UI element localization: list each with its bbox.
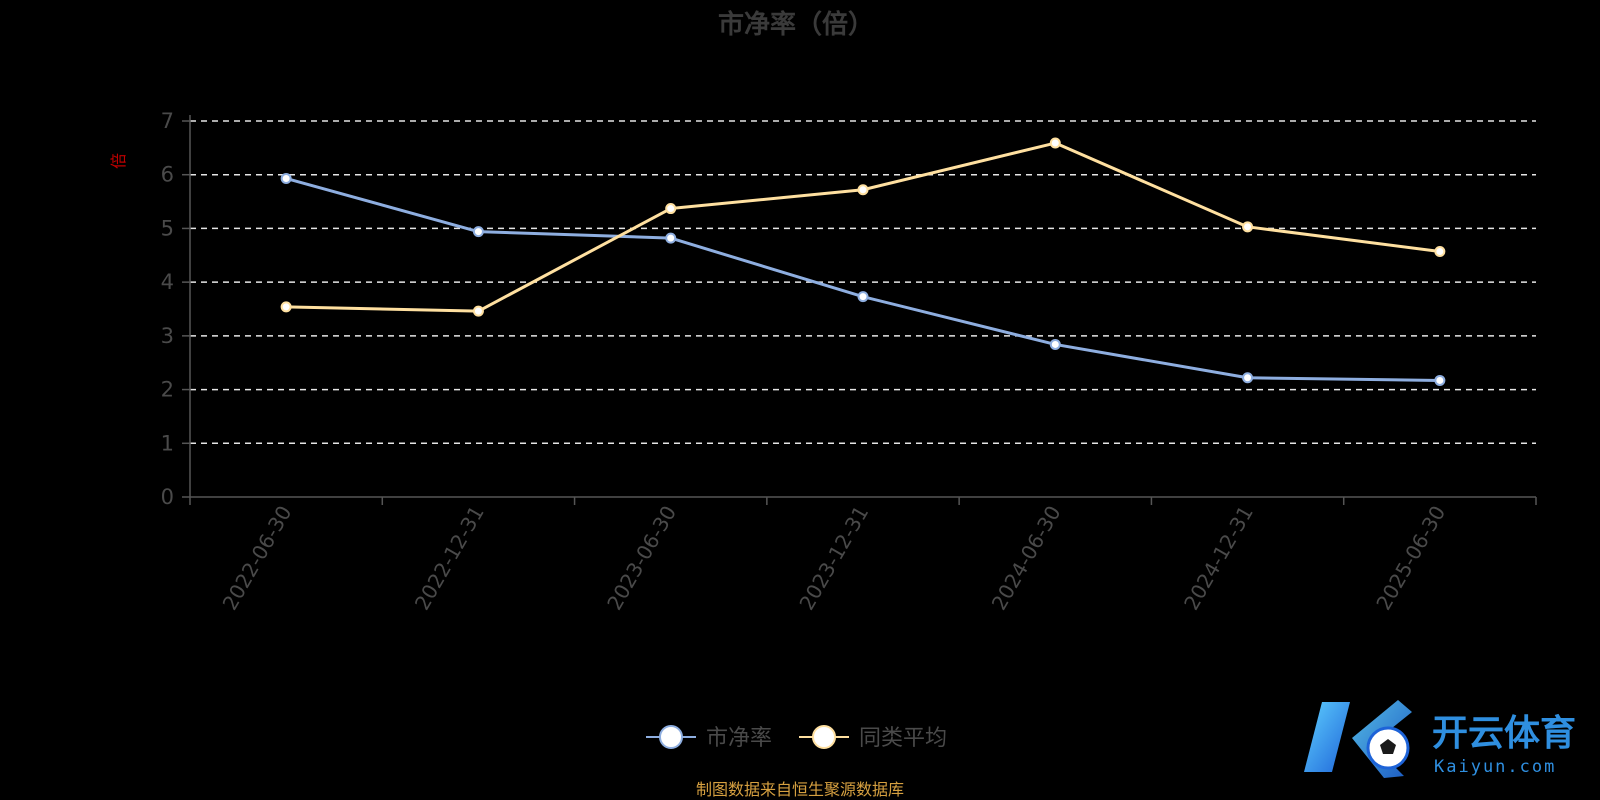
series-0-point[interactable] [857,291,869,303]
series-1-point[interactable] [472,305,484,317]
y-tick-label: 6 [161,163,174,187]
series-0-point[interactable] [1049,338,1061,350]
legend-peer-avg-marker [812,725,836,749]
y-tick-label: 4 [161,270,174,294]
soccer-ball-pentagon [1380,739,1396,754]
data-source-note: 制图数据来自恒生聚源数据库 [696,780,904,799]
watermark-domain: Kaiyun.com [1434,757,1556,777]
y-tick-label: 2 [161,378,174,402]
legend-peer-avg-label: 同类平均 [859,726,947,751]
series-1-point[interactable] [280,301,292,313]
y-tick-label: 1 [161,431,174,455]
x-tick-label: 2022-12-31 [410,502,489,615]
series-1-point[interactable] [1242,221,1254,233]
x-tick-label: 2025-06-30 [1371,502,1450,615]
y-tick-label: 7 [161,109,174,133]
x-tick-label: 2023-06-30 [602,502,681,615]
grid-lines [190,120,1536,445]
x-tick-label: 2022-06-30 [218,502,297,615]
series-1-point[interactable] [1049,137,1061,149]
y-axis-label: 倍 [109,153,128,169]
x-tick-label: 2024-12-31 [1179,502,1258,615]
series-0-point[interactable] [665,232,677,244]
legend-pb-label: 市净率 [706,726,772,751]
watermark-logo: 开云体育 Kaiyun.com [1304,700,1576,778]
series-1-point[interactable] [1434,246,1446,258]
y-tick-label: 0 [161,485,174,509]
series-1-point[interactable] [857,184,869,196]
legend-item-peer-avg[interactable]: 同类平均 [799,725,947,751]
series-0-point[interactable] [1242,372,1254,384]
series-0-point[interactable] [280,172,292,184]
series-line-0 [285,177,1440,382]
y-tick-label: 5 [161,216,174,240]
series-0-point[interactable] [472,226,484,238]
series-1-point[interactable] [665,203,677,215]
watermark-brand: 开云体育 [1432,713,1576,754]
x-tick-label: 2023-12-31 [794,502,873,615]
y-tick-label: 3 [161,324,174,348]
legend-pb-marker [659,725,683,749]
logo-k-arm [1352,700,1412,778]
series-lines [280,137,1446,386]
x-tick-labels: 2022-06-30 2022-12-31 2023-06-30 2023-12-31… [218,502,1451,615]
logo-k-stem [1304,702,1350,772]
legend: 市净率 同类平均 [646,725,947,751]
series-0-point[interactable] [1434,374,1446,386]
x-tick-label: 2024-06-30 [987,502,1066,615]
y-tick-labels: 0 1 2 3 4 5 6 7 [161,109,174,509]
chart-title: 市净率（倍） [718,9,874,40]
legend-item-pb[interactable]: 市净率 [646,725,772,751]
axes [182,115,1537,505]
